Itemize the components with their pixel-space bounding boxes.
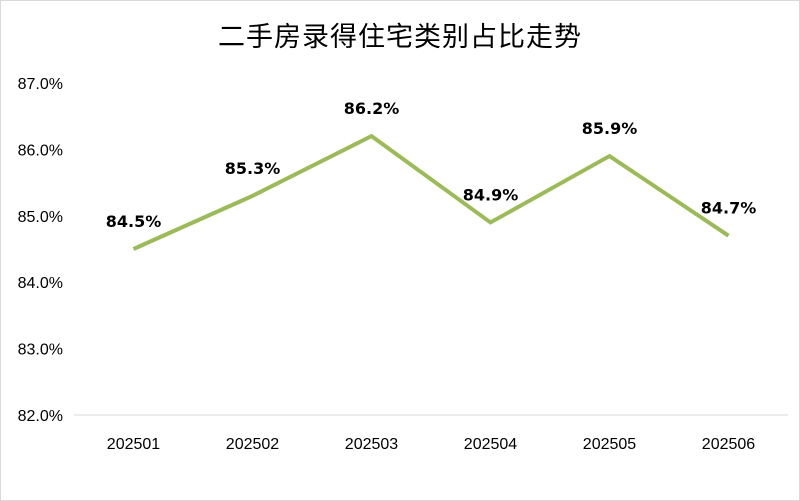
series-line — [132, 133, 730, 251]
x-tick-label: 202501 — [107, 436, 160, 453]
y-axis: 82.0% 83.0% 84.0% 85.0% 86.0% 87.0% — [18, 76, 63, 425]
y-tick-label: 87.0% — [18, 76, 63, 93]
data-label: 84.7% — [701, 199, 757, 218]
y-tick-label: 84.0% — [18, 275, 63, 292]
x-tick-label: 202503 — [345, 436, 398, 453]
chart-title: 二手房录得住宅类别占比走势 — [218, 22, 582, 53]
data-label: 85.3% — [225, 159, 281, 178]
data-label: 85.9% — [582, 119, 638, 138]
y-tick-label: 85.0% — [18, 209, 63, 226]
data-label: 84.9% — [463, 185, 519, 204]
x-tick-label: 202504 — [464, 436, 517, 453]
data-labels: 84.5% 85.3% 86.2% 84.9% 85.9% 84.7% — [106, 99, 757, 231]
x-tick-label: 202505 — [583, 436, 636, 453]
data-label: 84.5% — [106, 212, 162, 231]
y-tick-label: 83.0% — [18, 342, 63, 359]
x-tick-label: 202502 — [226, 436, 279, 453]
y-tick-label: 86.0% — [18, 142, 63, 159]
x-tick-label: 202506 — [702, 436, 755, 453]
y-tick-label: 82.0% — [18, 408, 63, 425]
x-axis: 202501 202502 202503 202504 202505 202506 — [107, 436, 755, 453]
data-label: 86.2% — [344, 99, 400, 118]
